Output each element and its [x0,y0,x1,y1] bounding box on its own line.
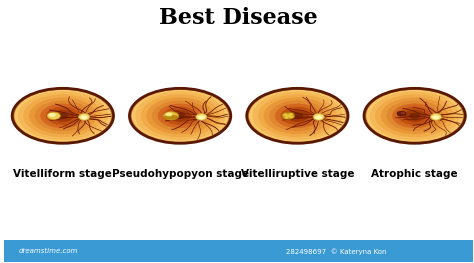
Ellipse shape [397,111,406,116]
Ellipse shape [169,110,191,122]
Ellipse shape [364,88,465,143]
Circle shape [47,112,60,119]
Bar [4,240,474,262]
Ellipse shape [152,100,208,131]
Ellipse shape [432,115,439,119]
Ellipse shape [386,100,443,131]
Ellipse shape [252,91,342,140]
Text: 282498697  © Kateryna Kon: 282498697 © Kateryna Kon [286,248,386,255]
Ellipse shape [164,115,179,120]
Text: Vitelliform stage: Vitelliform stage [13,169,112,179]
Ellipse shape [23,94,102,137]
Ellipse shape [46,107,80,125]
Ellipse shape [381,98,448,134]
Ellipse shape [392,104,437,128]
Text: Pseudohypopyon stage: Pseudohypopyon stage [111,169,249,179]
Ellipse shape [158,104,203,128]
Ellipse shape [292,113,303,119]
Ellipse shape [196,113,207,120]
Text: dreamstime.com: dreamstime.com [18,248,78,254]
Circle shape [165,113,173,117]
Ellipse shape [269,100,326,131]
Ellipse shape [264,98,331,134]
Ellipse shape [401,112,405,114]
Ellipse shape [40,104,85,128]
Ellipse shape [57,113,68,119]
Ellipse shape [12,88,113,143]
Circle shape [289,116,293,118]
Circle shape [289,113,293,116]
Circle shape [286,114,291,117]
Ellipse shape [52,110,74,122]
Ellipse shape [286,110,309,122]
Text: Vitelliruptive stage: Vitelliruptive stage [241,169,354,179]
Ellipse shape [141,94,219,137]
Ellipse shape [409,113,420,119]
Ellipse shape [398,107,431,125]
Ellipse shape [18,91,108,140]
Ellipse shape [258,94,337,137]
Ellipse shape [29,98,97,134]
Ellipse shape [164,112,179,120]
Ellipse shape [247,88,348,143]
Ellipse shape [281,107,314,125]
Circle shape [283,113,288,116]
Ellipse shape [163,107,197,125]
Ellipse shape [375,94,454,137]
Circle shape [284,116,289,119]
Ellipse shape [315,115,322,119]
Circle shape [282,112,295,119]
Ellipse shape [174,113,186,119]
Ellipse shape [129,88,231,143]
Ellipse shape [146,98,214,134]
Ellipse shape [430,113,441,120]
Ellipse shape [135,91,225,140]
Ellipse shape [81,115,88,119]
Circle shape [49,113,56,117]
Ellipse shape [370,91,460,140]
Text: Atrophic stage: Atrophic stage [371,169,458,179]
Ellipse shape [275,104,320,128]
Ellipse shape [35,100,91,131]
Ellipse shape [198,115,205,119]
Ellipse shape [403,110,426,122]
Text: Best Disease: Best Disease [159,7,318,29]
Ellipse shape [313,113,324,120]
Ellipse shape [79,113,90,120]
